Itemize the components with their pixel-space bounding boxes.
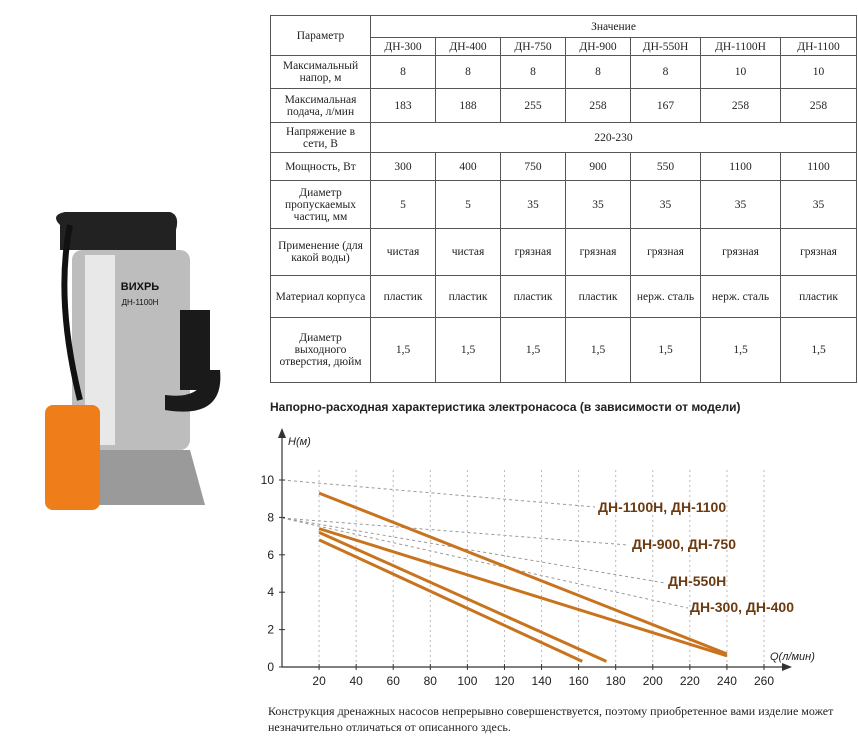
pointer-line <box>281 517 666 584</box>
x-tick-label: 60 <box>387 674 401 688</box>
x-tick-label: 80 <box>424 674 438 688</box>
cell: грязная <box>630 228 701 276</box>
row-label: Применение (для какой воды) <box>270 228 371 276</box>
cell: 188 <box>435 88 501 123</box>
y-tick-label: 6 <box>267 548 274 562</box>
series-line <box>318 530 608 663</box>
x-axis-label: Q(л/мин) <box>770 651 815 663</box>
model-header: ДН-900 <box>565 37 631 56</box>
cell: нерж. сталь <box>700 275 781 318</box>
spec-table: Параметр Значение ДН-300 ДН-400 ДН-750 ДН-900… <box>270 15 857 383</box>
pointer-line <box>281 479 596 508</box>
cell: чистая <box>435 228 501 276</box>
x-tick-label: 120 <box>494 674 514 688</box>
cell: 300 <box>370 152 436 181</box>
y-arrow <box>278 428 286 438</box>
cell: 5 <box>435 180 501 229</box>
cell: 1100 <box>780 152 857 181</box>
cell: грязная <box>700 228 781 276</box>
series-label: ДН-900, ДН-750 <box>632 536 736 552</box>
chart: Напорно-расходная характеристика электро… <box>261 400 816 688</box>
cell: 750 <box>500 152 566 181</box>
cell: 1,5 <box>780 317 857 383</box>
table-row: Материал корпуса пластик пластик пластик пла… <box>270 275 857 318</box>
series-label: ДН-550Н <box>668 573 726 589</box>
row-label: Напряжение в сети, В <box>270 122 371 153</box>
cell: 35 <box>565 180 631 229</box>
series-label: ДН-300, ДН-400 <box>690 599 794 615</box>
y-tick-label: 8 <box>267 510 274 524</box>
table-row: Диаметр пропускаемых частиц, мм 5 5 35 35 35 3… <box>270 180 857 229</box>
elbow <box>165 370 221 412</box>
cell: 1,5 <box>700 317 781 383</box>
y-tick-label: 4 <box>267 585 274 599</box>
cell: 550 <box>630 152 701 181</box>
table-row: Максимальная подача, л/мин 183 188 255 258 16… <box>270 88 857 123</box>
x-tick-label: 160 <box>569 674 589 688</box>
table-row: Диаметр выходного отверстия, дюйм 1,5 1,5 1… <box>270 317 857 383</box>
y-tick-label: 2 <box>267 623 274 637</box>
x-tick-label: 40 <box>349 674 363 688</box>
cell: чистая <box>370 228 436 276</box>
cell: нерж. сталь <box>630 275 701 318</box>
pointer-line <box>281 517 629 546</box>
x-tick-label: 180 <box>606 674 626 688</box>
cell: 1,5 <box>565 317 631 383</box>
x-tick-label: 100 <box>457 674 477 688</box>
pump-image: ВИХРЬ ДН-1100Н <box>45 212 221 510</box>
handle <box>56 212 178 250</box>
y-tick-label: 10 <box>261 473 275 487</box>
row-label: Диаметр пропускаемых частиц, мм <box>270 180 371 229</box>
x-tick-label: 220 <box>680 674 700 688</box>
cell: 255 <box>500 88 566 123</box>
cell: грязная <box>780 228 857 276</box>
cell: 10 <box>780 55 857 89</box>
x-tick-label: 200 <box>643 674 663 688</box>
chart-title: Напорно-расходная характеристика электро… <box>270 400 741 414</box>
model-header: ДН-750 <box>500 37 566 56</box>
cable <box>61 224 83 401</box>
cell: 35 <box>500 180 566 229</box>
row-label: Максимальный напор, м <box>270 55 371 89</box>
table-row: Максимальный напор, м 8 8 8 8 8 10 10 <box>270 55 857 89</box>
cell: 8 <box>630 55 701 89</box>
footer-note: Конструкция дренажных насосов непрерывно… <box>268 704 834 734</box>
cell: 258 <box>780 88 857 123</box>
cell: 1,5 <box>500 317 566 383</box>
row-label: Диаметр выходного отверстия, дюйм <box>270 317 371 383</box>
row-label: Максимальная подача, л/мин <box>270 88 371 123</box>
series-line <box>318 538 583 663</box>
x-tick-label: 260 <box>754 674 774 688</box>
row-label: Материал корпуса <box>270 275 371 318</box>
float-switch <box>45 405 100 510</box>
cell: 1,5 <box>630 317 701 383</box>
series-label: ДН-1100Н, ДН-1100 <box>598 499 726 515</box>
y-tick-label: 0 <box>267 660 274 674</box>
x-tick-label: 240 <box>717 674 737 688</box>
model-header: ДН-300 <box>370 37 436 56</box>
x-arrow <box>782 663 792 671</box>
x-tick-label: 20 <box>312 674 326 688</box>
table-row: Применение (для какой воды) чистая чистая г… <box>270 228 857 276</box>
pointer-line <box>281 517 689 609</box>
series-line <box>318 491 728 656</box>
x-tick-label: 140 <box>532 674 552 688</box>
y-axis-label: H(м) <box>288 436 311 448</box>
cell: 35 <box>630 180 701 229</box>
cell: 900 <box>565 152 631 181</box>
model: ДН-1100Н <box>122 298 159 307</box>
cell: пластик <box>565 275 631 318</box>
cell: 1,5 <box>435 317 501 383</box>
table-row: Мощность, Вт 300 400 750 900 550 1100 1100 <box>270 152 857 181</box>
cell: пластик <box>370 275 436 318</box>
cell: 8 <box>435 55 501 89</box>
cell: 8 <box>565 55 631 89</box>
model-header: ДН-1100Н <box>700 37 781 56</box>
cell: грязная <box>500 228 566 276</box>
brand: ВИХРЬ <box>121 281 160 293</box>
cell: 35 <box>700 180 781 229</box>
cell: 1100 <box>700 152 781 181</box>
series-line <box>318 527 728 658</box>
